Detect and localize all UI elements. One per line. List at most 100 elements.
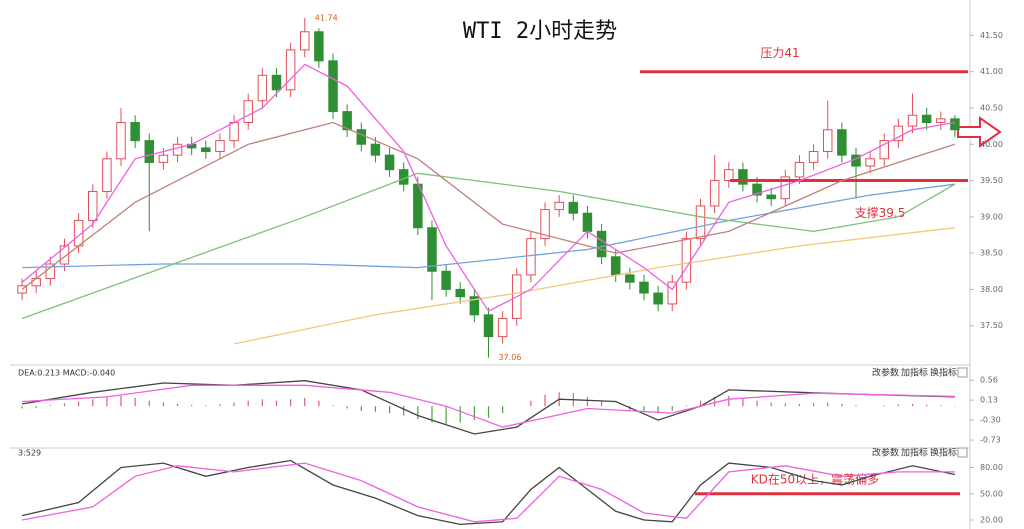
indicator-line [21, 459, 956, 526]
candle-body [540, 209, 550, 240]
indicator-button[interactable]: 加指标 [901, 447, 928, 459]
indicator-label: 3:529 [18, 449, 41, 458]
indicator-label: DEA:0.213 MACD:-0.040 [18, 369, 115, 378]
indicator-button[interactable]: 换指标 [930, 367, 957, 379]
y-tick-label: 39.50 [980, 176, 1003, 185]
candle-body [427, 227, 437, 272]
y-tick-label: 20.00 [980, 516, 1003, 525]
candle-body [158, 154, 169, 163]
resistance-label: 压力41 [760, 46, 799, 60]
indicator-line [21, 380, 955, 435]
indicator-line [21, 462, 955, 523]
y-tick-label: 41.00 [980, 67, 1003, 76]
low-label: 37.06 [499, 353, 522, 362]
y-tick-label: -0.30 [980, 416, 1001, 425]
close-button[interactable] [957, 447, 968, 458]
candle-body [794, 161, 805, 178]
candle-body [582, 212, 593, 232]
candle-body [130, 121, 140, 142]
candle-body [554, 201, 564, 211]
candle-body [285, 49, 296, 91]
candle-body [87, 190, 98, 221]
y-tick-label: 40.00 [980, 140, 1003, 149]
candle-body [356, 129, 367, 145]
indicator-line [21, 63, 956, 313]
candle-body [766, 194, 776, 200]
candle-body [172, 143, 183, 156]
y-tick-label: 39.00 [980, 212, 1003, 221]
candle-body [837, 129, 847, 156]
indicator-line [22, 183, 955, 269]
y-tick-label: -0.73 [980, 436, 1001, 445]
candle-body [950, 118, 960, 131]
y-tick-label: 50.00 [980, 489, 1003, 498]
candle-body [526, 238, 536, 276]
candle-body [610, 256, 621, 276]
candle-body [752, 183, 762, 196]
y-tick-label: 37.50 [980, 321, 1003, 330]
y-tick-label: 41.50 [980, 31, 1003, 40]
candle-body [921, 114, 932, 123]
candle-body [243, 100, 253, 123]
indicator-line [21, 121, 956, 290]
y-tick-label: 38.00 [980, 285, 1003, 294]
candle-body [724, 169, 734, 182]
close-button[interactable] [957, 367, 968, 378]
candle-body [469, 296, 480, 316]
candle-body [483, 314, 494, 338]
candle-body [17, 285, 27, 294]
candle-body [328, 60, 338, 113]
candle-body [709, 180, 720, 207]
y-tick-label: 38.50 [980, 249, 1003, 258]
indicator-button[interactable]: 加指标 [901, 367, 928, 379]
indicator-button[interactable]: 改参数 [872, 367, 899, 379]
candle-body [116, 121, 126, 160]
candle-body [907, 114, 918, 127]
candle-body [144, 140, 155, 163]
support-label: 支撑39.5 [855, 205, 906, 220]
y-tick-label: 80.00 [980, 463, 1003, 472]
kd-annotation: KD在50以上，震荡偏多 [751, 471, 879, 486]
candle-body [455, 288, 465, 298]
candle-body [639, 281, 649, 294]
candle-body [59, 245, 70, 265]
candle-body [441, 270, 451, 290]
y-tick-label: 0.13 [980, 396, 998, 405]
candle-body [271, 74, 282, 91]
y-tick-label: 0.56 [980, 376, 998, 385]
candle-body [568, 201, 579, 214]
candle-body [681, 238, 692, 283]
candle-body [384, 154, 395, 171]
y-tick-label: 40.50 [980, 103, 1003, 112]
candle-body [822, 129, 833, 153]
candle-body [653, 292, 663, 305]
candle-body [229, 121, 239, 142]
candle-body [625, 274, 635, 283]
candle-body [215, 140, 225, 153]
indicator-button[interactable]: 换指标 [930, 447, 957, 459]
candle-body [314, 31, 324, 62]
candle-body [201, 147, 211, 153]
chart-title: WTI 2小时走势 [463, 19, 617, 44]
candle-body [257, 74, 268, 102]
candle-body [808, 151, 819, 163]
candle-body [738, 169, 748, 185]
candle-body [893, 125, 904, 142]
indicator-line [233, 227, 955, 345]
candle-body [370, 143, 381, 156]
candle-body [497, 317, 508, 338]
candle-body [596, 230, 607, 258]
candle-body [342, 111, 352, 131]
indicator-line [22, 384, 955, 428]
indicator-button[interactable]: 改参数 [872, 447, 899, 459]
candle-body [102, 158, 112, 192]
indicator-line [21, 172, 956, 320]
candle-body [31, 278, 41, 287]
candle-body [667, 281, 677, 305]
candle-body [695, 205, 706, 240]
candle-body [865, 158, 875, 167]
arrow-icon [957, 116, 1002, 148]
candle-body [300, 31, 310, 51]
candle-body [879, 140, 890, 160]
